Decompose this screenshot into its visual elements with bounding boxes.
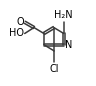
Text: O: O	[16, 17, 24, 27]
Text: HO: HO	[9, 28, 24, 39]
Text: Cl: Cl	[49, 64, 59, 74]
Text: N: N	[65, 40, 73, 50]
Text: H₂N: H₂N	[54, 10, 73, 20]
